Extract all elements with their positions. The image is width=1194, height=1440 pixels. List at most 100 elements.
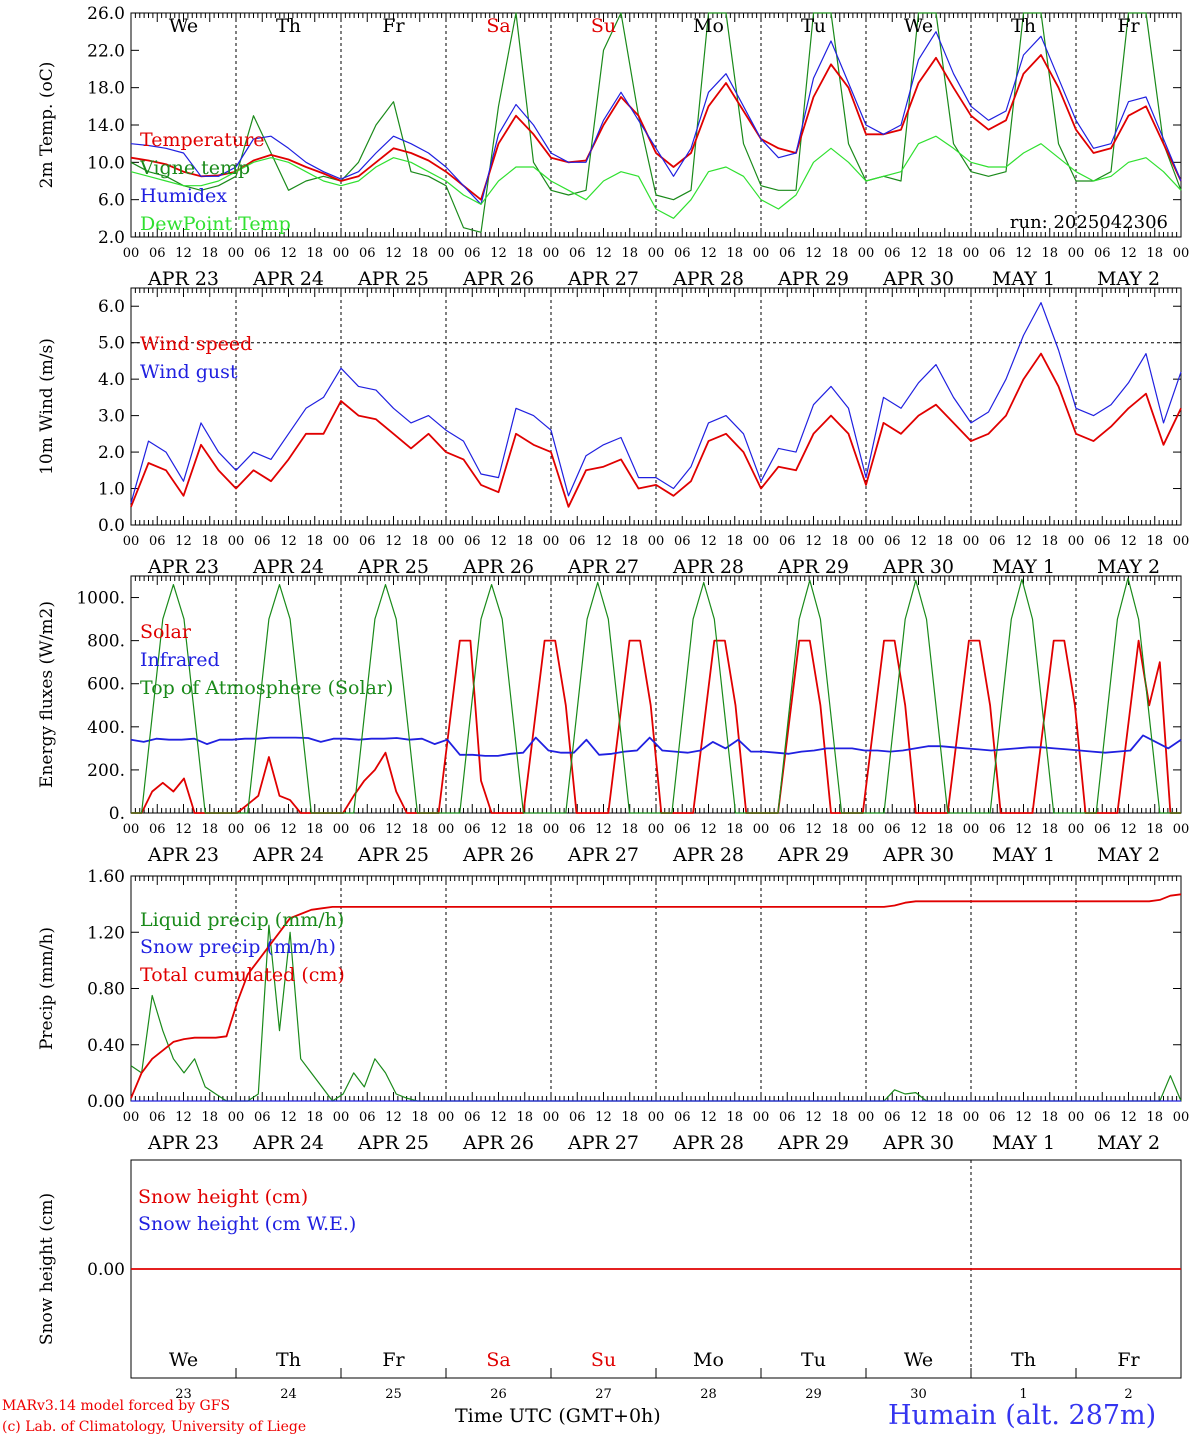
hour-label: 18 — [516, 1110, 533, 1125]
hour-label: 12 — [280, 822, 297, 837]
hour-label: 06 — [569, 246, 586, 261]
hour-label: 18 — [621, 822, 638, 837]
date-label: APR 28 — [672, 844, 744, 866]
series-line-temperature — [130, 54, 1182, 201]
hour-label: 18 — [1041, 822, 1058, 837]
day-number: 28 — [700, 1387, 717, 1398]
footer-station: Humain (alt. 287m) — [888, 1400, 1157, 1431]
hour-label: 18 — [831, 534, 848, 549]
day-name: We — [169, 1349, 198, 1371]
y-tick-label: 6.0 — [98, 297, 125, 317]
hour-label: 06 — [359, 534, 376, 549]
y-tick-label: 1.0 — [98, 480, 125, 500]
y-tick-label: 3.0 — [98, 407, 125, 427]
hour-label: 06 — [1094, 246, 1111, 261]
date-label: APR 30 — [882, 1132, 954, 1154]
date-label: MAY 1 — [992, 556, 1055, 578]
plot-frame — [130, 12, 1182, 238]
hour-label: 18 — [936, 1110, 953, 1125]
hour-label: 06 — [359, 1110, 376, 1125]
hour-label: 12 — [280, 1110, 297, 1125]
y-tick-label: 0.00 — [87, 1260, 125, 1280]
hour-label: 12 — [910, 1110, 927, 1125]
day-number: 26 — [490, 1387, 507, 1398]
y-axis-label: Snow height (cm) — [37, 1193, 57, 1345]
hour-label: 12 — [1015, 1110, 1032, 1125]
hour-label: 00 — [333, 246, 350, 261]
hour-label: 06 — [989, 246, 1006, 261]
hour-label: 06 — [989, 1110, 1006, 1125]
hour-label: 18 — [1146, 822, 1163, 837]
day-name: We — [904, 1349, 933, 1371]
hour-label: 06 — [254, 534, 271, 549]
y-tick-label: 5.0 — [98, 334, 125, 354]
hour-label: 06 — [674, 534, 691, 549]
hour-label: 00 — [228, 822, 245, 837]
date-label: APR 25 — [357, 556, 429, 578]
date-label: APR 25 — [357, 844, 429, 866]
date-label: APR 26 — [462, 556, 534, 578]
date-label: APR 29 — [777, 1132, 849, 1154]
legend-entry: Wind gust — [140, 361, 238, 383]
hour-label: 18 — [306, 1110, 323, 1125]
date-label: APR 26 — [462, 844, 534, 866]
hour-label: 18 — [201, 822, 218, 837]
legend-entry: Total cumulated (cm) — [140, 964, 345, 986]
hour-label: 06 — [674, 246, 691, 261]
hour-label: 12 — [805, 1110, 822, 1125]
hour-label: 18 — [306, 534, 323, 549]
hour-label: 18 — [831, 1110, 848, 1125]
hour-label: 06 — [884, 246, 901, 261]
panel-temperature — [130, 12, 1182, 238]
day-name: Th — [1011, 15, 1036, 37]
legend-entry: Snow precip (mm/h) — [140, 936, 336, 958]
y-axis-label: Precip (mm/h) — [37, 927, 57, 1050]
y-tick-label: 0.80 — [87, 980, 125, 1000]
hour-label: 00 — [648, 534, 665, 549]
hour-label: 00 — [228, 246, 245, 261]
hour-label: 00 — [1068, 246, 1085, 261]
hour-label: 18 — [1146, 1110, 1163, 1125]
day-number: 2 — [1124, 1387, 1132, 1398]
hour-label: 12 — [280, 534, 297, 549]
y-tick-label: 0.00 — [87, 1092, 125, 1112]
y-tick-label: 2.0 — [98, 228, 125, 248]
legend-entry: DewPoint Temp — [140, 213, 291, 235]
hour-label: 18 — [936, 822, 953, 837]
hour-label: 00 — [1173, 822, 1190, 837]
date-label: APR 30 — [882, 556, 954, 578]
hour-label: 00 — [438, 1110, 455, 1125]
hour-label: 12 — [1120, 534, 1137, 549]
hour-label: 00 — [228, 534, 245, 549]
day-number: 29 — [805, 1387, 822, 1398]
hour-label: 12 — [175, 1110, 192, 1125]
day-number: 23 — [175, 1387, 192, 1398]
day-name: Tu — [801, 15, 826, 37]
panel-wind — [130, 287, 1182, 526]
hour-label: 00 — [543, 822, 560, 837]
hour-label: 00 — [648, 1110, 665, 1125]
hour-label: 18 — [306, 822, 323, 837]
date-label: APR 24 — [252, 844, 324, 866]
hour-label: 00 — [123, 246, 140, 261]
hour-label: 18 — [726, 534, 743, 549]
date-label: APR 23 — [147, 844, 219, 866]
legend-entry: Temperature — [140, 129, 264, 151]
hour-label: 12 — [490, 822, 507, 837]
hour-label: 00 — [333, 822, 350, 837]
day-name: Sa — [486, 1349, 510, 1371]
y-tick-label: 10.0 — [87, 153, 125, 173]
date-label: MAY 2 — [1097, 1132, 1160, 1154]
hour-label: 06 — [884, 534, 901, 549]
hour-label: 00 — [333, 534, 350, 549]
hour-label: 06 — [1094, 822, 1111, 837]
hour-label: 12 — [595, 534, 612, 549]
date-label: APR 23 — [147, 268, 219, 290]
date-label: APR 30 — [882, 268, 954, 290]
hour-label: 18 — [831, 822, 848, 837]
date-label: APR 24 — [252, 1132, 324, 1154]
hour-label: 12 — [700, 822, 717, 837]
hour-label: 06 — [779, 1110, 796, 1125]
hour-label: 06 — [779, 534, 796, 549]
date-label: APR 28 — [672, 1132, 744, 1154]
